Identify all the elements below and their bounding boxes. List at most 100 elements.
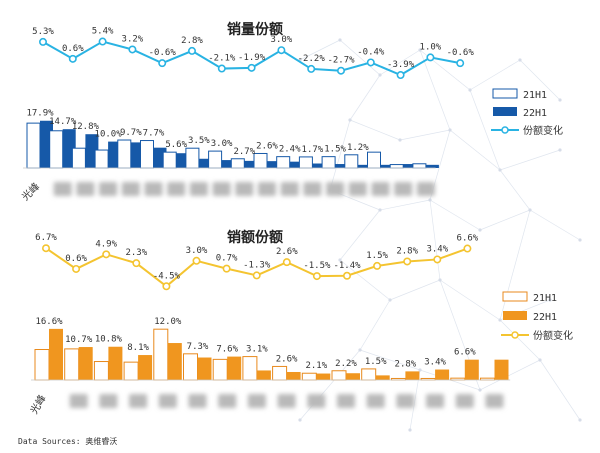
share-change-point bbox=[217, 64, 226, 73]
chart-title-volume: 销量份额 bbox=[227, 21, 283, 38]
bar-21h1 bbox=[140, 140, 154, 169]
bar-21h1 bbox=[344, 154, 359, 169]
bar-value-label: 2.2% bbox=[335, 359, 357, 369]
share-change-point bbox=[336, 66, 345, 75]
bar-21h1 bbox=[208, 150, 223, 169]
share-change-point bbox=[192, 256, 201, 265]
share-change-label: -3.9% bbox=[387, 60, 415, 70]
share-change-label: -0.6% bbox=[447, 48, 475, 58]
bar-value-label: 10.0% bbox=[95, 130, 123, 140]
share-change-label: -1.3% bbox=[243, 260, 271, 270]
bar-value-label: 5.6% bbox=[165, 140, 187, 150]
bar-22h1 bbox=[256, 370, 271, 380]
share-change-point bbox=[222, 264, 231, 273]
share-change-point bbox=[68, 54, 77, 63]
bar-value-label: 3.5% bbox=[188, 136, 210, 146]
bar-22h1 bbox=[244, 160, 258, 168]
bar-22h1 bbox=[286, 371, 301, 380]
share-change-point bbox=[403, 257, 412, 266]
bar-value-label: 2.7% bbox=[233, 147, 255, 157]
bar-value-label: 6.6% bbox=[454, 348, 476, 358]
bar-22h1 bbox=[78, 347, 93, 380]
share-change-point bbox=[426, 53, 435, 62]
bar-22h1 bbox=[464, 359, 479, 380]
bar-22h1 bbox=[312, 163, 326, 168]
share-change-label: 1.0% bbox=[420, 42, 442, 52]
bar-21h1 bbox=[71, 147, 86, 169]
share-change-label: 5.3% bbox=[32, 27, 54, 37]
share-change-point bbox=[38, 37, 47, 46]
share-change-label: 3.2% bbox=[122, 34, 144, 44]
share-change-point bbox=[162, 282, 171, 291]
bar-21h1 bbox=[123, 361, 139, 381]
share-change-label: 2.8% bbox=[181, 36, 203, 46]
bar-value-label: 3.0% bbox=[211, 139, 233, 149]
bar-21h1 bbox=[253, 152, 268, 169]
bar-22h1 bbox=[138, 355, 153, 380]
legend-swatch-change-marker bbox=[501, 126, 509, 134]
bar-value-label: 7.3% bbox=[187, 342, 209, 352]
bar-21h1 bbox=[153, 328, 169, 381]
bar-value-label: 1.5% bbox=[365, 357, 387, 367]
bar-value-label: 7.6% bbox=[216, 345, 238, 355]
share-change-label: 0.7% bbox=[216, 254, 238, 264]
legend: 21H1 22H1 份额变化 bbox=[501, 291, 573, 342]
share-change-label: -1.5% bbox=[303, 261, 331, 271]
share-change-label: -0.4% bbox=[357, 47, 385, 57]
bar-value-label: 7.7% bbox=[143, 129, 165, 139]
bar-21h1 bbox=[230, 158, 245, 169]
bar-21h1 bbox=[117, 139, 132, 169]
bar-21h1 bbox=[389, 164, 404, 169]
bar-22h1 bbox=[227, 356, 242, 380]
legend-label-21h1: 21H1 bbox=[533, 293, 557, 304]
bar-22h1 bbox=[198, 158, 212, 168]
bar-21h1 bbox=[242, 356, 258, 381]
bar-22h1 bbox=[346, 373, 360, 380]
share-change-point bbox=[247, 63, 256, 72]
bar-21h1 bbox=[321, 156, 336, 169]
bar-value-label: 2.6% bbox=[276, 354, 298, 364]
bar-value-label: 10.8% bbox=[95, 335, 123, 345]
bar-value-label: 8.1% bbox=[127, 343, 149, 353]
category-labels-blurred bbox=[69, 394, 504, 408]
bar-21h1 bbox=[367, 151, 381, 169]
bar-value-label: 16.6% bbox=[35, 317, 63, 327]
bar-value-label: 9.7% bbox=[120, 128, 142, 138]
share-change-point bbox=[433, 255, 442, 264]
share-change-point bbox=[366, 58, 375, 67]
bar-22h1 bbox=[289, 161, 303, 168]
category-label-first: 光峰 bbox=[27, 392, 48, 416]
share-change-point bbox=[128, 45, 137, 54]
legend-label-change: 份额变化 bbox=[523, 124, 563, 137]
share-change-label: 3.0% bbox=[186, 246, 208, 256]
share-change-point bbox=[188, 46, 197, 55]
share-change-point bbox=[41, 244, 50, 253]
share-change-label: 6.6% bbox=[457, 234, 479, 244]
bar-value-label: 3.4% bbox=[424, 358, 446, 368]
share-change-label: 2.8% bbox=[396, 246, 418, 256]
share-change-point bbox=[132, 259, 141, 268]
share-change-point bbox=[307, 64, 316, 73]
bar-22h1 bbox=[221, 160, 235, 168]
bar-22h1 bbox=[108, 346, 123, 380]
bar-22h1 bbox=[267, 161, 280, 168]
bar-22h1 bbox=[375, 375, 390, 380]
legend-swatch-change-marker bbox=[511, 331, 519, 339]
bar-22h1 bbox=[49, 328, 63, 380]
share-change-point bbox=[282, 258, 291, 267]
legend-swatch-22h1 bbox=[493, 107, 517, 116]
bar-22h1 bbox=[494, 359, 509, 380]
category-labels-blurred bbox=[53, 182, 435, 196]
share-change-point bbox=[102, 250, 111, 259]
share-change-label: -0.6% bbox=[149, 48, 177, 58]
bar-value-label: 2.1% bbox=[305, 361, 327, 371]
share-change-point bbox=[277, 46, 286, 55]
bar-21h1 bbox=[212, 358, 228, 381]
bar-value-label: 14.7% bbox=[49, 117, 77, 127]
bar-value-label: 2.6% bbox=[256, 141, 278, 151]
category-label-first: 光峰 bbox=[19, 180, 42, 203]
share-change-label: 3.4% bbox=[426, 244, 448, 254]
bar-22h1 bbox=[167, 343, 182, 380]
